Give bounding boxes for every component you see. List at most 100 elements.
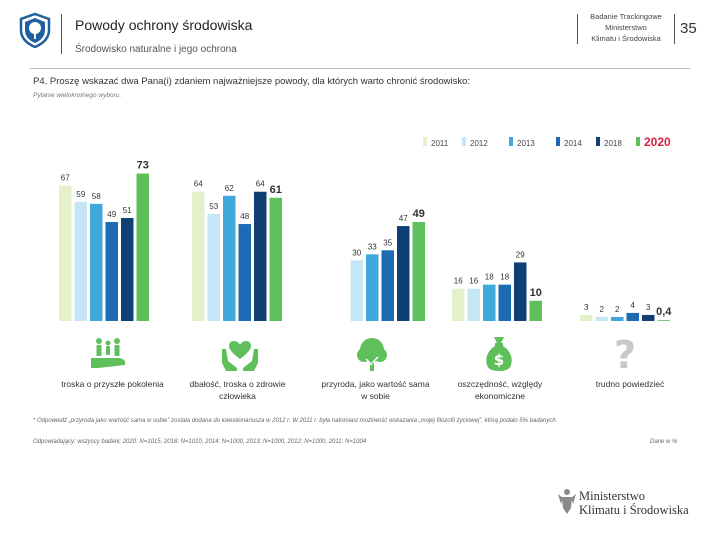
ministry-shield-icon: [19, 12, 51, 48]
bar-2018: [254, 191, 267, 321]
data-label: 64: [256, 180, 265, 189]
bar-2013: [223, 195, 236, 321]
legend-swatch: [423, 137, 427, 146]
question-note: Pytanie wielokrotnego wyboru.: [33, 92, 122, 99]
ministry-name-line: Klimatu i Środowiska: [579, 503, 689, 517]
data-label: 61: [270, 184, 282, 196]
data-unit-note: Dane w %: [650, 439, 678, 445]
data-label: 0,4: [656, 306, 672, 318]
question-text: P4. Proszę wskazać dwa Pana(i) zdaniem n…: [33, 76, 471, 87]
bar-2014: [238, 224, 251, 321]
survey-line: Ministerstwo: [605, 23, 647, 32]
data-label: 53: [209, 202, 218, 211]
data-label: 18: [500, 273, 509, 282]
bar-2018: [642, 314, 655, 321]
page-title: Powody ochrony środowiska: [75, 17, 253, 33]
survey-name: Badanie Trackingowe Ministerstwo Klimatu…: [578, 11, 674, 44]
data-label: 18: [485, 273, 494, 282]
question-mark-icon: ?: [614, 333, 636, 373]
data-label: 73: [137, 160, 149, 172]
bar-2014: [498, 284, 511, 321]
legend-swatch: [509, 137, 513, 146]
data-label: 51: [123, 206, 132, 215]
data-label: 3: [584, 303, 589, 312]
bar-2011: [452, 288, 465, 321]
legend-label: 2013: [517, 139, 535, 148]
page-subtitle: Środowisko naturalne i jego ochrona: [75, 44, 237, 55]
data-label: 62: [225, 184, 234, 193]
bar-2013: [366, 254, 379, 321]
bar-2020: [657, 320, 670, 321]
header-divider-right: [674, 14, 675, 44]
bar-2012: [207, 213, 220, 321]
data-label: 67: [61, 174, 70, 183]
survey-line: Badanie Trackingowe: [590, 12, 662, 21]
bar-2013: [90, 203, 103, 321]
bar-2018: [514, 262, 527, 321]
survey-line: Klimatu i Środowiska: [591, 34, 661, 43]
bar-2018: [397, 226, 410, 321]
data-label: 30: [352, 248, 361, 257]
bar-2011: [59, 185, 72, 321]
ministry-name-line: Ministerstwo: [579, 489, 645, 503]
bar-2013: [611, 316, 624, 321]
page-number: 35: [680, 20, 697, 37]
data-label: 33: [368, 242, 377, 251]
legend-label: 2011: [431, 139, 449, 148]
legend-label: 2012: [470, 139, 488, 148]
legend-swatch: [462, 137, 466, 146]
bar-2014: [626, 312, 639, 321]
data-label: 59: [76, 190, 85, 199]
bar-2018: [121, 217, 134, 321]
category-label: oszczędność, względy ekonomiczne: [457, 379, 543, 401]
family-hand-icon: [91, 338, 125, 368]
bar-2014: [105, 222, 118, 321]
header-divider-right: [577, 14, 578, 44]
heart-hands-icon: [222, 341, 258, 371]
bar-2014: [381, 250, 394, 321]
category-label: przyroda, jako wartość sama w sobie: [321, 379, 430, 401]
data-label: 35: [383, 238, 392, 247]
bar-2012: [595, 316, 608, 321]
data-label: 58: [92, 192, 101, 201]
svg-text:$: $: [494, 351, 504, 369]
data-label: 2: [615, 305, 620, 314]
header-divider: [61, 14, 62, 54]
data-label: 3: [646, 303, 651, 312]
header-rule: [30, 68, 690, 69]
data-label: 49: [413, 208, 425, 220]
bar-2020: [412, 222, 425, 321]
data-label: 2: [600, 305, 605, 314]
tree-icon: [357, 338, 387, 371]
bar-2012: [350, 260, 363, 321]
bar-2020: [529, 300, 542, 321]
legend-label: 2018: [604, 139, 622, 148]
legend-swatch: [636, 137, 640, 146]
data-label: 49: [107, 210, 116, 219]
bar-2020: [269, 197, 282, 321]
ministry-name: Ministerstwo Klimatu i Środowiska: [579, 489, 689, 517]
legend-label: 2014: [564, 139, 582, 148]
legend-label: 2020: [644, 135, 671, 149]
data-label: 16: [454, 277, 463, 286]
bar-2013: [483, 284, 496, 321]
bar-2011: [580, 314, 593, 321]
money-bag-icon: $: [486, 337, 512, 371]
ministry-logo-icon: [558, 489, 576, 514]
data-label: 48: [240, 212, 249, 221]
bar-2011: [192, 191, 205, 321]
footnote: * Odpowiedź „przyroda jako wartość sama …: [33, 418, 558, 424]
data-label: 64: [194, 180, 203, 189]
svg-text:?: ?: [614, 333, 636, 373]
respondents-note: Odpowiadający: wszyscy badani; 2020: N=1…: [33, 439, 367, 445]
bar-2012: [74, 201, 87, 321]
data-label: 4: [631, 301, 636, 310]
bar-2020: [136, 173, 149, 321]
category-label: trudno powiedzieć: [595, 379, 665, 389]
data-label: 29: [516, 250, 525, 259]
category-label: dbałość, troska o zdrowie człowieka: [189, 379, 286, 401]
data-label: 47: [399, 214, 408, 223]
data-label: 16: [469, 277, 478, 286]
legend-swatch: [556, 137, 560, 146]
